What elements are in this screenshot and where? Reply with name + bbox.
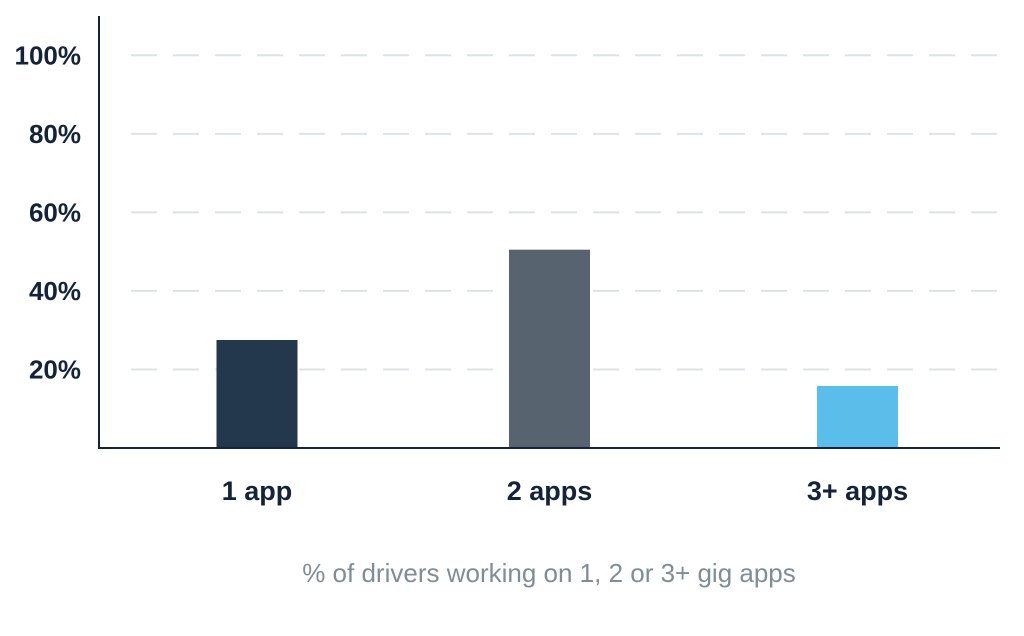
- x-tick-label: 2 apps: [507, 476, 593, 506]
- axes: [98, 16, 1000, 449]
- x-tick-labels: 1 app 2 apps 3+ apps: [222, 476, 908, 506]
- x-tick-label: 1 app: [222, 476, 293, 506]
- x-tick-label: 3+ apps: [807, 476, 908, 506]
- bar-1: [216, 340, 298, 448]
- y-tick-label: 100%: [15, 40, 82, 70]
- bar-2: [509, 249, 590, 448]
- x-axis-label: % of drivers working on 1, 2 or 3+ gig a…: [302, 558, 796, 588]
- bar-3: [817, 385, 898, 448]
- gridlines: [131, 54, 1000, 371]
- y-tick-label: 40%: [29, 276, 81, 306]
- y-tick-labels: 20% 40% 60% 80% 100%: [15, 40, 82, 384]
- y-tick-label: 60%: [29, 197, 81, 227]
- y-tick-label: 80%: [29, 119, 81, 149]
- y-tick-label: 20%: [29, 354, 81, 384]
- bars: [216, 249, 898, 448]
